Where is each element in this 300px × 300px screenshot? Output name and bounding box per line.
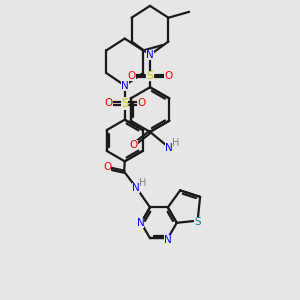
Text: N: N bbox=[121, 80, 129, 91]
Text: H: H bbox=[172, 138, 179, 148]
Text: O: O bbox=[164, 71, 172, 81]
Text: S: S bbox=[121, 97, 128, 110]
Text: N: N bbox=[132, 183, 140, 193]
Text: S: S bbox=[194, 217, 201, 227]
Text: O: O bbox=[103, 162, 111, 172]
Text: O: O bbox=[104, 98, 112, 108]
Text: N: N bbox=[136, 218, 144, 228]
Text: O: O bbox=[128, 71, 136, 81]
Text: O: O bbox=[130, 140, 138, 150]
Text: O: O bbox=[137, 98, 145, 108]
Text: N: N bbox=[165, 143, 173, 153]
Text: N: N bbox=[146, 50, 154, 60]
Text: N: N bbox=[164, 235, 172, 245]
Text: H: H bbox=[140, 178, 147, 188]
Text: S: S bbox=[146, 71, 154, 81]
